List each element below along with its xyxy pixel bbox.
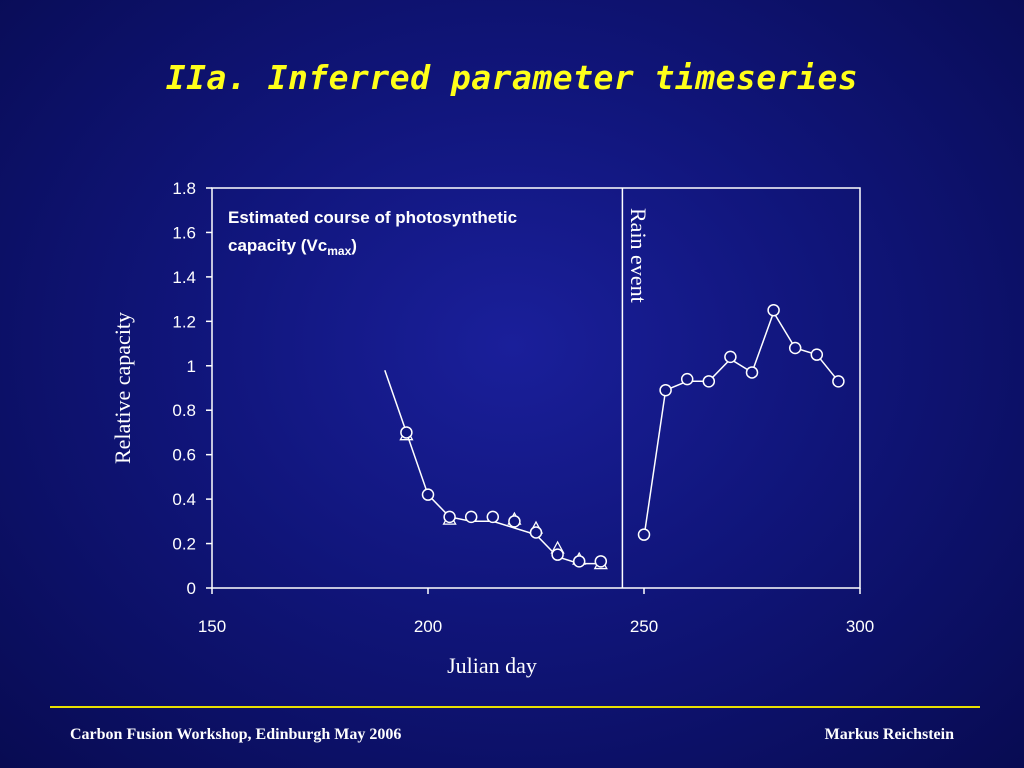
circle-point	[486, 510, 500, 524]
circle-point	[637, 528, 651, 541]
circle-point	[551, 548, 564, 561]
y-tick-label: 0.2	[172, 535, 196, 554]
y-tick-label: 0.4	[172, 490, 196, 509]
circle-point	[464, 510, 478, 524]
annotation-line2-sub: max	[327, 244, 351, 258]
y-tick-label: 0.6	[172, 446, 196, 465]
x-axis-label: Julian day	[447, 653, 537, 678]
circle-point	[529, 526, 543, 539]
rain-event-label: Rain event	[626, 208, 651, 303]
footer-divider	[50, 706, 980, 708]
circle-point	[702, 375, 716, 388]
x-tick-label: 150	[198, 617, 226, 636]
circle-point	[724, 350, 737, 364]
chart: 0 0.2 0.4 0.6 0.8 1 1.2 1.4 1.6 1.8 150 200 250 300 E…	[110, 179, 874, 678]
y-tick-label: 1.6	[172, 223, 196, 242]
annotation-line2-text: capacity (Vc	[228, 236, 327, 255]
x-tick-label: 250	[630, 617, 658, 636]
series-line	[384, 369, 601, 565]
circle-point	[832, 375, 845, 388]
circle-point	[572, 555, 586, 568]
circle-point	[745, 366, 759, 379]
y-tick-label: 1.4	[172, 268, 196, 287]
chart-axes: 0 0.2 0.4 0.6 0.8 1 1.2 1.4 1.6 1.8 150 200 250 300	[172, 179, 874, 636]
circle-point	[788, 341, 802, 355]
y-tick-label: 0	[187, 579, 196, 598]
footer-author: Markus Reichstein	[824, 726, 954, 743]
y-tick-label: 1.2	[172, 312, 196, 331]
series-line	[643, 310, 839, 538]
y-tick-label: 1	[187, 357, 196, 376]
x-tick-label: 300	[846, 617, 874, 636]
annotation-line2-end: )	[351, 236, 357, 255]
circle-point	[508, 515, 521, 528]
annotation-line1: Estimated course of photosynthetic	[228, 208, 517, 227]
chart-marks	[384, 303, 845, 570]
y-tick-label: 0.8	[172, 401, 196, 420]
circle-point	[680, 372, 694, 386]
y-tick-label: 1.8	[172, 179, 196, 198]
annotation-line2: capacity (Vcmax)	[228, 236, 357, 258]
circle-point	[594, 555, 608, 568]
y-axis-label: Relative capacity	[110, 312, 135, 464]
circle-point	[810, 348, 824, 361]
slide-title: IIa. Inferred parameter timeseries	[165, 58, 859, 97]
circle-point	[400, 426, 413, 439]
circle-point	[443, 510, 456, 524]
circle-point	[421, 488, 435, 501]
circle-point	[767, 303, 780, 317]
circle-point	[659, 383, 672, 397]
footer-event: Carbon Fusion Workshop, Edinburgh May 20…	[70, 726, 402, 743]
plot-frame	[211, 187, 861, 589]
x-tick-label: 200	[414, 617, 442, 636]
